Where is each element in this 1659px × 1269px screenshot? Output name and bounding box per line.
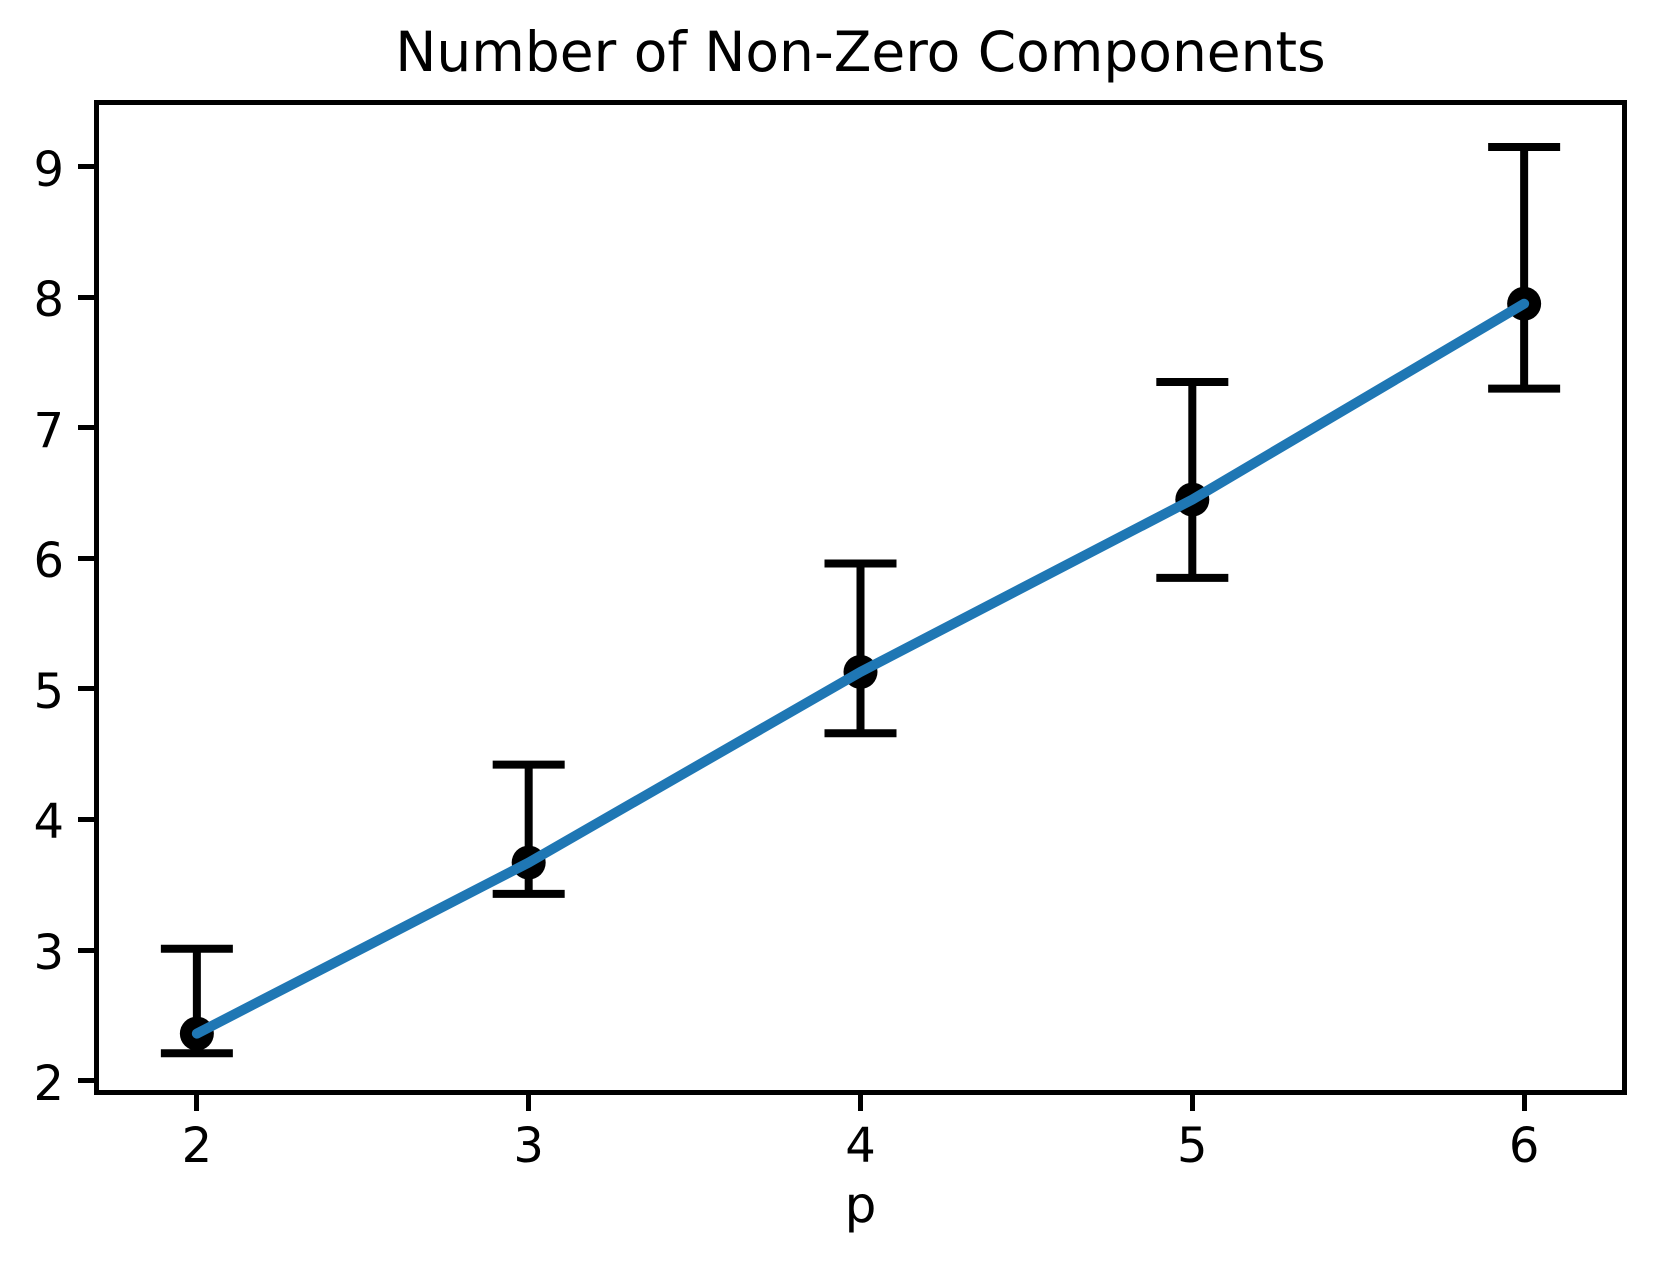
x-tick-mark <box>1189 1095 1195 1111</box>
x-tick-mark <box>858 1095 863 1111</box>
plot-area <box>160 143 1561 1058</box>
x-axis-label: p <box>844 1176 877 1234</box>
x-tick-mark <box>526 1095 532 1111</box>
y-tick-label: 4 <box>33 794 64 851</box>
y-tick-mark <box>78 1078 94 1084</box>
y-tick-label: 2 <box>33 1055 64 1112</box>
x-tick-mark <box>1521 1095 1527 1111</box>
x-tick-label: 2 <box>181 1118 213 1174</box>
y-tick-label: 9 <box>33 141 64 198</box>
series-line <box>191 298 1530 1039</box>
x-tick-label: 4 <box>845 1118 876 1174</box>
y-tick-mark <box>78 816 94 822</box>
y-tick-label: 8 <box>33 272 64 329</box>
x-tick-mark <box>194 1095 200 1111</box>
plot-border <box>94 100 1627 1095</box>
y-tick-mark <box>78 294 94 300</box>
y-tick-mark <box>78 425 94 431</box>
y-tick-mark <box>78 555 94 561</box>
y-tick-mark <box>78 686 94 692</box>
x-tick-label: 5 <box>1177 1118 1208 1174</box>
y-tick-label: 3 <box>33 924 64 981</box>
x-tick-label: 6 <box>1508 1118 1540 1174</box>
chart-title: Number of Non-Zero Components <box>395 20 1326 84</box>
y-tick-label: 7 <box>33 402 64 459</box>
y-tick-mark <box>78 164 94 170</box>
y-tick-mark <box>78 947 94 953</box>
x-tick-label: 3 <box>513 1118 544 1174</box>
y-tick-label: 6 <box>33 533 64 590</box>
y-tick-label: 5 <box>33 663 64 720</box>
